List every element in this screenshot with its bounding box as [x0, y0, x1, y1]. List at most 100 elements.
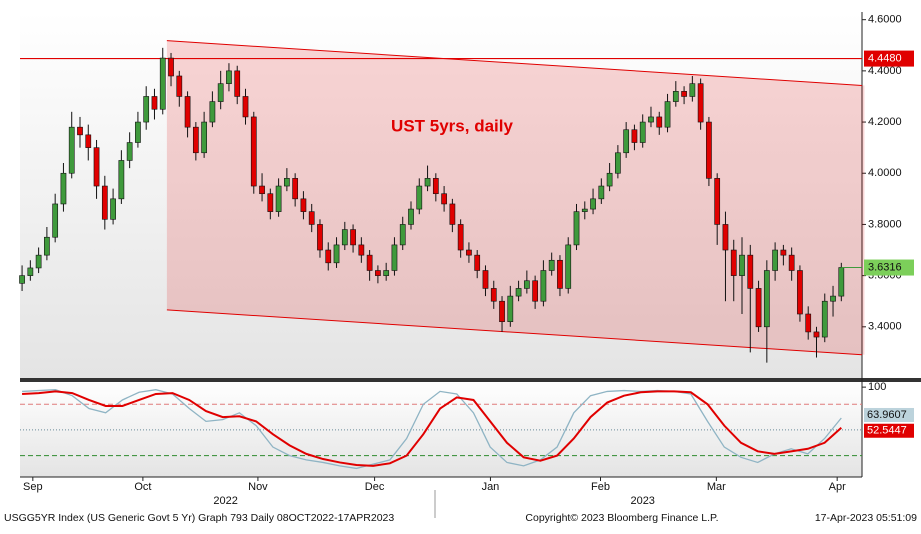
candle-body: [507, 295, 514, 322]
candle-body: [739, 254, 745, 276]
candle-body: [788, 254, 795, 271]
candle-body: [110, 198, 116, 220]
candle-body: [135, 121, 141, 143]
year-label: 2022: [213, 495, 237, 507]
candle-body: [706, 121, 712, 179]
candle-body: [697, 83, 704, 123]
candle-body: [672, 91, 679, 102]
x-tick-label: Sep: [23, 481, 43, 493]
plot-layer: 3.40003.60003.80004.00004.20004.40004.60…: [19, 14, 914, 507]
candle-body: [664, 101, 671, 128]
candle-body: [590, 198, 596, 210]
candle-body: [441, 193, 447, 205]
y-tick-label: 3.8000: [868, 218, 902, 230]
oscillator-value-label: 63.9607: [867, 409, 907, 421]
last-price-box: [864, 259, 914, 276]
candle-body: [19, 275, 25, 284]
candle-body: [118, 160, 125, 200]
candle-body: [598, 185, 605, 200]
candle-body: [805, 313, 812, 333]
candle-body: [821, 300, 828, 338]
candle-body: [714, 178, 721, 225]
candle-body: [639, 121, 646, 143]
candle-body: [557, 259, 563, 289]
candle-body: [341, 229, 348, 246]
candle-body: [284, 178, 290, 187]
hline-value-label: 4.4480: [868, 52, 902, 64]
year-label: 2023: [630, 495, 654, 507]
candle-body: [300, 198, 307, 212]
candle-body: [234, 70, 241, 97]
x-tick-label: Dec: [365, 481, 385, 493]
candle-body: [201, 121, 207, 154]
candle-body: [615, 152, 621, 174]
candle-body: [606, 172, 613, 187]
y-tick-label: 4.6000: [868, 14, 902, 26]
y-tick-label: 100: [868, 381, 886, 393]
candle-body: [68, 126, 75, 174]
candle-body: [408, 208, 414, 225]
footer-left: USGG5YR Index (US Generic Govt 5 Yr) Gra…: [4, 512, 394, 524]
x-tick-label: Nov: [248, 481, 268, 493]
candle-body: [217, 83, 224, 102]
candle-body: [176, 75, 183, 97]
candle-body: [226, 70, 232, 84]
candle-body: [350, 229, 356, 246]
candle-body: [308, 211, 315, 225]
candle-body: [325, 249, 332, 264]
candle-body: [681, 91, 687, 97]
candle-body: [730, 249, 737, 276]
y-tick-label: 4.2000: [868, 116, 902, 128]
candle-body: [631, 129, 638, 143]
candle-body: [424, 178, 431, 187]
oscillator-value-box: [864, 423, 914, 438]
candle-body: [532, 280, 538, 302]
candle-body: [755, 288, 762, 328]
panel-divider: [20, 378, 921, 382]
candle-body: [52, 203, 59, 238]
candle-body: [366, 254, 373, 271]
candle-body: [548, 259, 555, 271]
footer-center: Copyright© 2023 Bloomberg Finance L.P.: [525, 512, 718, 524]
candle-body: [747, 254, 754, 289]
candle-body: [85, 134, 92, 148]
y-tick-label: 4.0000: [868, 167, 902, 179]
candle-body: [838, 267, 845, 297]
candle-body: [192, 126, 199, 154]
candle-body: [623, 129, 630, 154]
candle-body: [259, 185, 265, 195]
candle-body: [126, 142, 133, 161]
candle-body: [209, 101, 216, 123]
oscillator-value-label: 52.5447: [867, 425, 907, 437]
last-price-label: 3.6316: [868, 261, 902, 273]
x-tick-label: Apr: [829, 481, 846, 493]
oscillator-line: [22, 389, 842, 470]
candle-body: [772, 249, 778, 271]
x-tick-label: Feb: [591, 481, 610, 493]
candle-body: [267, 193, 274, 212]
candle-body: [540, 270, 547, 302]
candle-body: [333, 244, 340, 264]
candle-body: [515, 288, 522, 297]
candle-body: [780, 249, 787, 256]
candle-body: [77, 126, 83, 136]
hline-value-box: [864, 50, 914, 67]
candle-body: [449, 203, 456, 225]
candle-body: [722, 224, 729, 251]
chart-title: UST 5yrs, daily: [391, 116, 513, 135]
candle-body: [242, 96, 249, 118]
candle-body: [399, 224, 406, 246]
candle-body: [523, 280, 530, 289]
x-tick-label: Oct: [134, 481, 151, 493]
candle-body: [432, 178, 439, 195]
candle-body: [143, 96, 150, 123]
candle-body: [60, 172, 67, 205]
candle-body: [499, 300, 505, 322]
candle-body: [573, 211, 580, 246]
x-tick-label: Mar: [707, 481, 726, 493]
channel-upper: [166, 40, 863, 86]
x-tick-label: Jan: [482, 481, 500, 493]
y-tick-label: 4.4000: [868, 65, 902, 77]
candle-body: [482, 270, 489, 289]
